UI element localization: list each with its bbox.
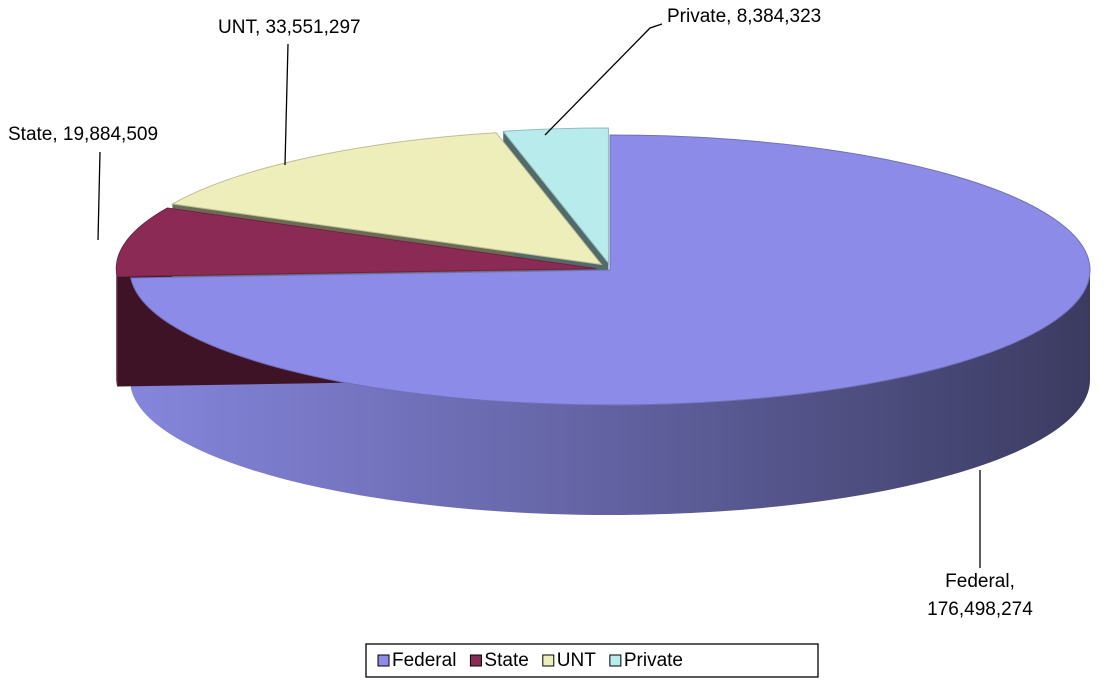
data-label: Private, 8,384,323 xyxy=(667,6,821,27)
legend: Federal State UNT Private xyxy=(365,643,819,678)
data-label: UNT, 33,551,297 xyxy=(218,17,361,38)
slice xyxy=(170,132,603,266)
legend-swatch xyxy=(377,654,390,667)
legend-label: Private xyxy=(624,650,683,671)
legend-swatch xyxy=(542,654,555,667)
slice xyxy=(115,207,597,278)
data-label: Federal, 176,498,274 xyxy=(927,571,1033,620)
slice xyxy=(502,127,609,265)
slice-side xyxy=(130,270,1090,516)
data-label: State, 19,884,509 xyxy=(8,124,158,145)
data-labels: Federal, 176,498,274 State, 19,884,509 UNT,… xyxy=(8,6,1033,620)
slice xyxy=(130,134,1091,406)
slice-side xyxy=(116,268,118,387)
leader-line xyxy=(97,151,101,241)
legend-label: UNT xyxy=(557,650,596,671)
leader-line xyxy=(544,23,663,136)
legend-label: State xyxy=(484,650,528,671)
legend-label: Federal xyxy=(392,650,456,671)
pie-tops xyxy=(115,127,1091,406)
legend-swatch xyxy=(469,654,482,667)
legend-swatch xyxy=(609,654,622,667)
legend-box xyxy=(365,643,819,678)
leader-line xyxy=(284,43,289,166)
